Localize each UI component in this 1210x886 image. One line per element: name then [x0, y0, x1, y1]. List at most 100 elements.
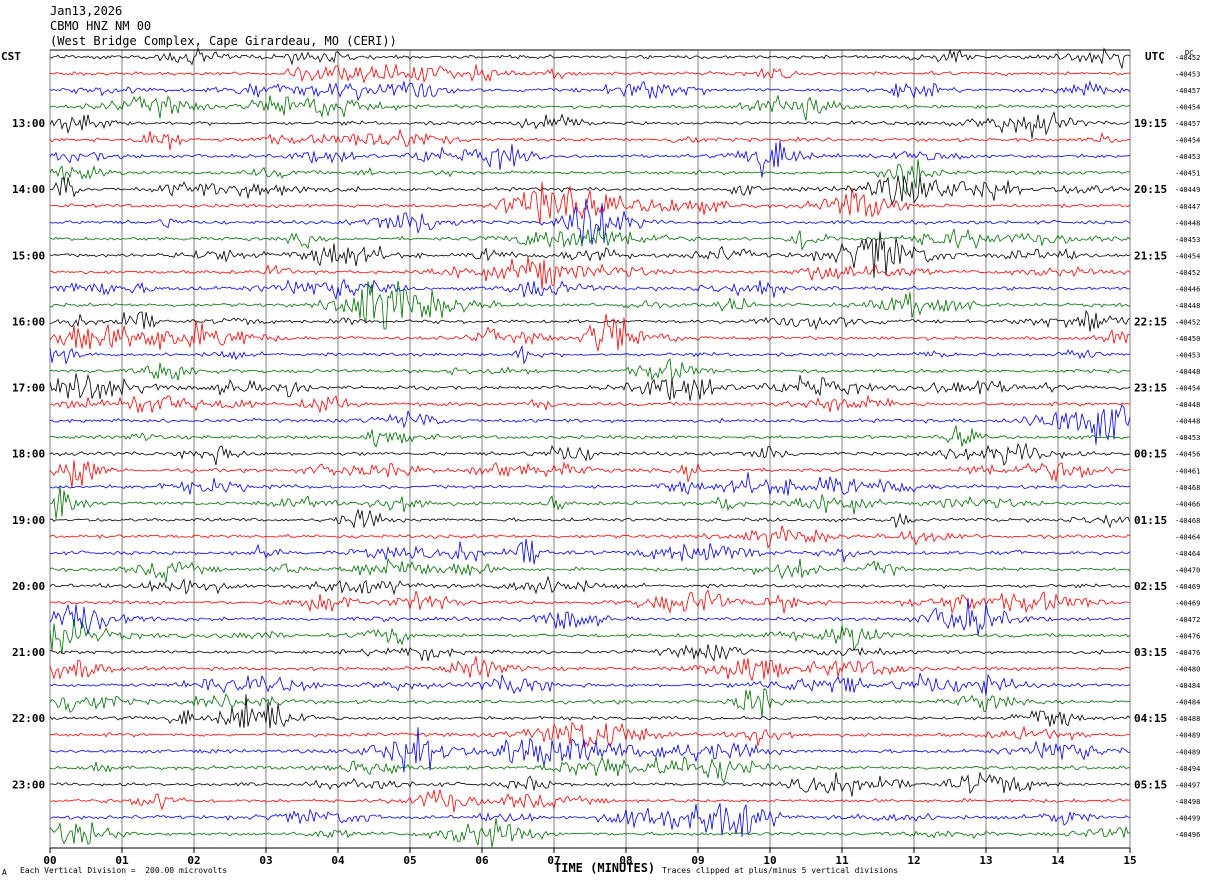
utc-hour-label: 20:15 [1134, 183, 1167, 196]
cst-hour-label: 19:00 [12, 514, 45, 527]
dc-offset-label: -40453 [1175, 352, 1200, 360]
dc-offset-label: -40454 [1175, 252, 1200, 260]
utc-hour-label: 21:15 [1134, 249, 1167, 262]
dc-offset-label: -40452 [1175, 318, 1200, 326]
trace-line [49, 721, 1131, 748]
trace-line [49, 425, 1131, 449]
utc-hour-label: 05:15 [1134, 778, 1167, 791]
trace-line [49, 656, 1131, 682]
x-tick-label: 03 [259, 854, 272, 867]
dc-offset-label: -40489 [1175, 732, 1200, 740]
dc-offset-label: -40457 [1175, 120, 1200, 128]
x-tick-label: 14 [1051, 854, 1065, 867]
cst-hour-label: 18:00 [12, 448, 45, 461]
x-tick-label: 09 [691, 854, 704, 867]
trace-line [49, 309, 1131, 332]
dc-offset-label: -40468 [1175, 517, 1200, 525]
dc-offset-label: -40464 [1175, 533, 1200, 541]
x-tick-label: 15 [1123, 854, 1136, 867]
trace-line [49, 508, 1131, 529]
dc-offset-label: -40472 [1175, 616, 1200, 624]
x-tick-label: 01 [115, 854, 129, 867]
trace-line [49, 313, 1131, 352]
x-tick-label: 08 [619, 854, 632, 867]
trace-line [49, 181, 1131, 225]
dc-offset-label: -40448 [1175, 368, 1200, 376]
x-tick-label: 00 [43, 854, 56, 867]
cst-hour-label: 16:00 [12, 315, 45, 328]
trace-line [49, 358, 1131, 382]
trace-line [49, 344, 1131, 366]
cst-hour-label: 21:00 [12, 646, 45, 659]
right-timezone: UTC [1145, 50, 1165, 63]
trace-line [49, 64, 1131, 84]
trace-line [49, 395, 1131, 414]
dc-offset-label: -40454 [1175, 104, 1200, 112]
dc-offset-label: -40453 [1175, 153, 1200, 161]
dc-offset-label: -40489 [1175, 748, 1200, 756]
trace-line [49, 111, 1131, 139]
utc-hour-labels: 19:15 20:15 21:15 22:15 23:15 00:15 01:15 02:15… [1134, 117, 1167, 791]
dc-offset-label: -40451 [1175, 170, 1200, 178]
cst-hour-label: 23:00 [12, 778, 45, 791]
trace-line [49, 80, 1131, 102]
trace-line [49, 756, 1131, 785]
utc-hour-label: 02:15 [1134, 580, 1167, 593]
x-tick-label: 06 [475, 854, 489, 867]
trace-line [49, 694, 1131, 729]
clip-note: Traces clipped at plus/minus 5 vertical … [662, 866, 899, 875]
cst-hour-label: 22:00 [12, 712, 45, 725]
trace-line [49, 460, 1131, 488]
trace-line [50, 589, 1131, 615]
dc-offset-label: -40454 [1175, 137, 1200, 145]
trace-line [49, 227, 1131, 251]
dc-label: DC [1185, 49, 1194, 57]
dc-offset-label: -40469 [1175, 599, 1200, 607]
trace-line [49, 94, 1131, 121]
dc-offset-label: -40453 [1175, 71, 1200, 79]
trace-line [49, 403, 1131, 445]
trace-line [49, 672, 1131, 696]
trace-line [49, 129, 1131, 151]
dc-offset-labels: -40452 -40453 -40457 -40454 -40457 -40454 -404… [1175, 54, 1200, 839]
trace-line [49, 174, 1131, 206]
trace-line [49, 727, 1131, 773]
utc-hour-label: 01:15 [1134, 514, 1167, 527]
trace-line [49, 373, 1131, 401]
dc-offset-label: -40470 [1175, 566, 1200, 574]
dc-offset-label: -40488 [1175, 715, 1200, 723]
trace-line [49, 442, 1130, 467]
dc-offset-label: -40468 [1175, 484, 1200, 492]
trace-line [49, 644, 1131, 662]
x-tick-label: 10 [763, 854, 776, 867]
dc-offset-label: -40498 [1175, 798, 1200, 806]
minute-grid [49, 49, 1131, 849]
x-tick-label: 04 [331, 854, 345, 867]
dc-offset-label: -40452 [1175, 54, 1200, 62]
trace-line [49, 575, 1131, 596]
utc-hour-label: 23:15 [1134, 382, 1167, 395]
trace-line [50, 46, 1131, 70]
dc-offset-label: -40453 [1175, 236, 1200, 244]
trace-line [49, 486, 1131, 519]
trace-line [50, 198, 1131, 247]
dc-offset-label: -40456 [1175, 451, 1200, 459]
trace-line [49, 231, 1131, 279]
dc-offset-label: -40446 [1175, 285, 1200, 293]
dc-offset-label: -40464 [1175, 550, 1200, 558]
station-location: (West Bridge Complex, Cape Girardeau, MO… [50, 34, 397, 48]
trace-line [49, 598, 1131, 636]
cst-hour-label: 15:00 [12, 249, 45, 262]
dc-offset-label: -40448 [1175, 302, 1200, 310]
dc-offset-label: -40461 [1175, 467, 1200, 475]
dc-offset-label: -40484 [1175, 682, 1200, 690]
dc-offset-label: -40448 [1175, 219, 1200, 227]
trace-line [49, 256, 1131, 290]
trace-line [49, 538, 1131, 565]
x-tick-label: 02 [187, 854, 200, 867]
cst-hour-label: 17:00 [12, 382, 45, 395]
dc-offset-label: -40469 [1175, 583, 1200, 591]
trace-line [49, 525, 1131, 549]
cst-hour-label: 14:00 [12, 183, 45, 196]
trace-line [49, 278, 1131, 301]
